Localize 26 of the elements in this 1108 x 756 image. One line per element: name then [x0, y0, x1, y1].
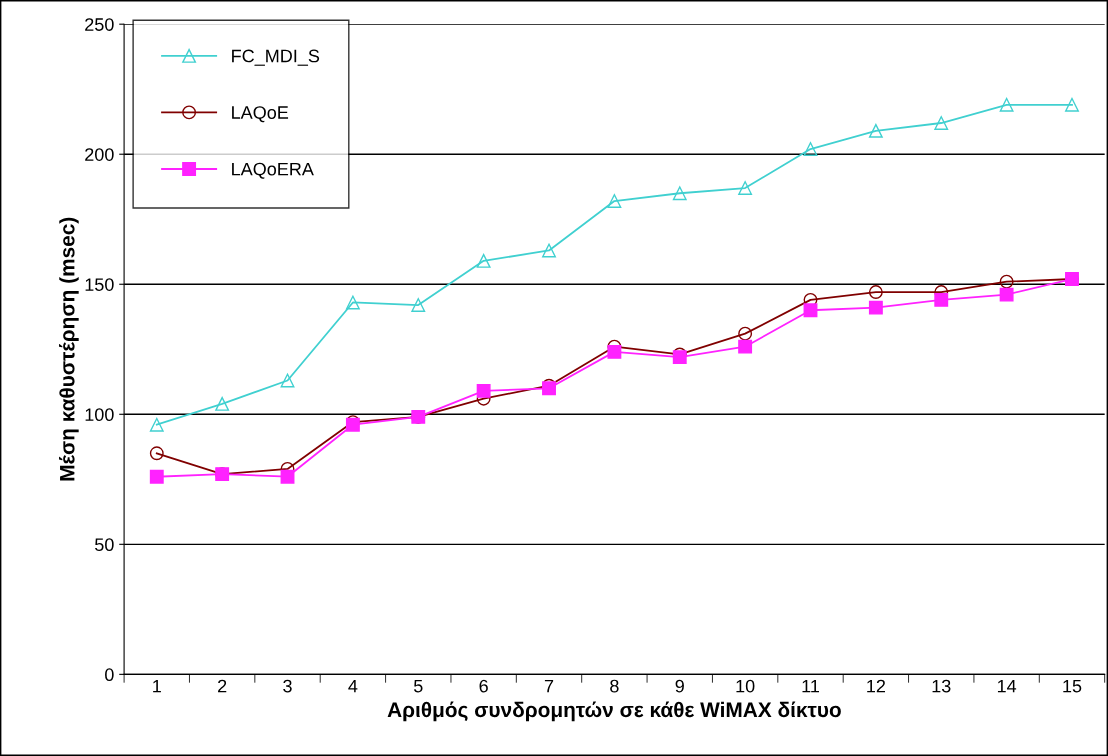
x-tick-label: 12 [867, 679, 886, 693]
legend-label: LAQoE [232, 106, 289, 123]
x-tick-label: 2 [218, 679, 227, 693]
y-tick-label: 150 [85, 278, 114, 291]
legend-label: LAQoERA [232, 162, 314, 179]
y-tick-label: 250 [85, 18, 114, 31]
x-tick-label: 6 [479, 679, 488, 693]
x-tick-label: 8 [610, 679, 619, 693]
legend-label: FC_MDI_S [232, 49, 320, 66]
y-tick-label: 200 [85, 148, 114, 161]
x-tick-label: 9 [675, 679, 684, 693]
y-axis-title: Μέση καθυστέρηση (msec) [59, 217, 79, 481]
x-tick-label: 11 [802, 679, 819, 693]
x-tick-label: 10 [736, 679, 755, 693]
x-tick-label: 13 [932, 679, 951, 693]
y-tick-label: 0 [105, 668, 114, 682]
x-tick-label: 5 [413, 679, 423, 693]
x-tick-label: 14 [997, 679, 1017, 693]
x-tick-label: 3 [283, 679, 292, 693]
x-tick-label: 1 [153, 679, 161, 693]
y-tick-label: 50 [95, 538, 114, 552]
x-tick-label: 4 [348, 679, 358, 693]
x-axis-title: Αριθμός συνδρομητών σε κάθε WiMAX δίκτυο [387, 701, 841, 722]
y-tick-label: 100 [85, 408, 114, 422]
x-tick-label: 15 [1063, 679, 1082, 693]
x-tick-label: 7 [544, 679, 554, 693]
